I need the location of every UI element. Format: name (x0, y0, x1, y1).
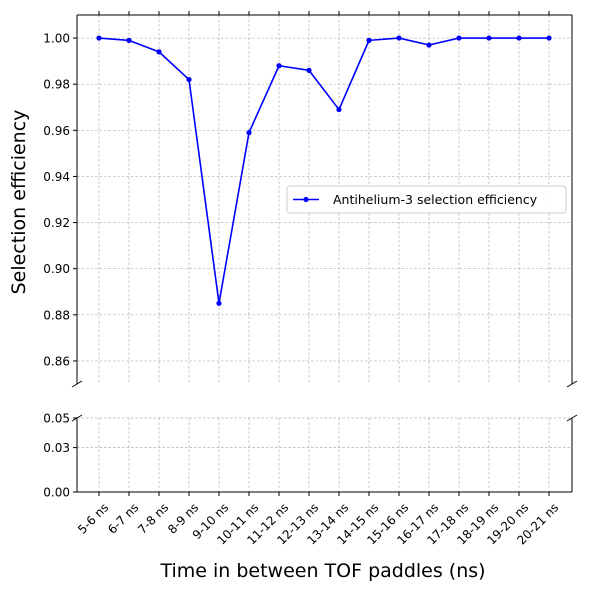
data-point (96, 35, 102, 41)
y-axis-title: Selection efficiency (8, 110, 30, 295)
data-point (546, 35, 552, 41)
legend: Antihelium-3 selection efficiency (286, 185, 567, 214)
lower-y-ticks: 0.00 0.03 0.05 (43, 412, 77, 500)
upper-y-tick-label: 1.00 (43, 32, 70, 46)
upper-series-layer (96, 35, 552, 306)
upper-y-tick-label: 0.90 (43, 262, 70, 276)
series-line (98, 37, 549, 305)
lower-y-tick-label: 0.03 (43, 441, 70, 455)
data-point (366, 37, 372, 43)
legend-marker-swatch (303, 196, 309, 203)
data-point (186, 76, 192, 83)
data-point (156, 49, 162, 55)
legend-label: Antihelium-3 selection efficiency (333, 192, 538, 207)
data-point (396, 35, 402, 41)
data-point (336, 106, 342, 113)
upper-y-tick-label: 0.92 (43, 216, 70, 230)
upper-y-ticks: 0.86 0.88 0.90 0.92 0.94 0.96 0.98 1.00 (43, 32, 77, 368)
data-point (216, 300, 222, 306)
axis-break-mark (566, 380, 578, 388)
upper-x-ticks (98, 11, 550, 15)
upper-y-tick-label: 0.98 (43, 78, 70, 92)
data-point (276, 63, 282, 69)
data-point (486, 35, 492, 41)
data-point (126, 37, 132, 43)
upper-plot-panel: 0.86 0.88 0.90 0.92 0.94 0.96 0.98 1.00 (43, 11, 573, 384)
upper-y-tick-label: 0.94 (43, 170, 70, 184)
lower-y-tick-label: 0.00 (43, 486, 70, 500)
data-point (246, 130, 252, 136)
axis-break-marks (71, 380, 578, 422)
legend-box (286, 185, 567, 214)
lower-y-tick-label: 0.05 (43, 412, 70, 426)
axis-break-mark (566, 414, 578, 422)
data-point (456, 35, 462, 41)
axis-break-mark (71, 380, 83, 388)
data-point (516, 35, 522, 41)
data-point (426, 42, 432, 48)
x-axis-title: Time in between TOF paddles (ns) (159, 560, 485, 582)
upper-y-tick-label: 0.86 (43, 354, 70, 368)
upper-y-tick-label: 0.96 (43, 124, 70, 138)
axis-break-mark (71, 414, 83, 422)
data-point (306, 67, 312, 73)
upper-y-tick-label: 0.88 (43, 308, 70, 322)
